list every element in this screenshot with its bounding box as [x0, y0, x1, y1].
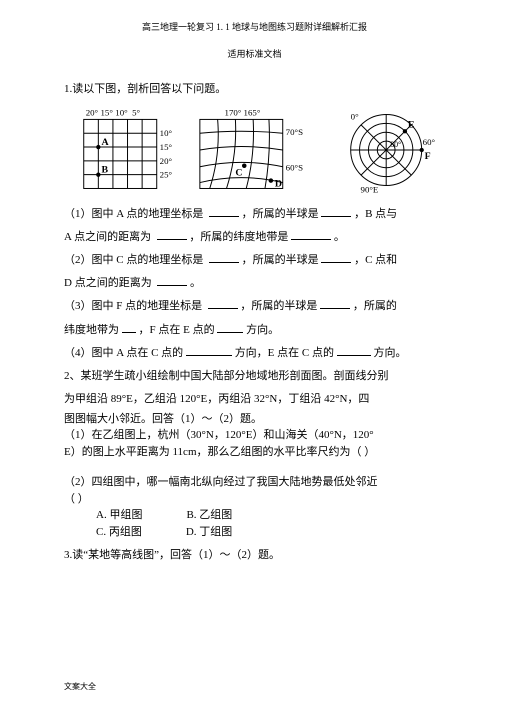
figure-1: 20° 15° 10° 5° 10°	[64, 105, 182, 195]
q2-stem-1: 2、某班学生疏小组绘制中国大陆部分地域地形剖面图。剖面线分别	[64, 365, 445, 388]
f2-70s: 70°S	[286, 127, 303, 137]
q1-4: （4）图中 A 点在 C 点的 方向，E 点在 C 点的 方向。	[64, 342, 445, 365]
footer: 文案大全	[64, 681, 96, 692]
doc-header: 高三地理一轮复习 1. 1 地球与地图练习题附详细解析汇报	[64, 20, 445, 33]
doc-subheader: 适用标准文档	[64, 47, 445, 60]
f1-r10: 10°	[160, 128, 173, 138]
f1-r25: 25°	[160, 170, 173, 180]
q1-3-line1: （3）图中 F 点的地理坐标是 ，所属的半球是 ，所属的	[64, 295, 445, 318]
opt-d: D. 丁组图	[186, 524, 232, 541]
q2-sub1b: E）的图上水平距离为 11cm，那么乙组图的水平比率尺约为（ ）	[64, 444, 445, 461]
opt-a: A. 甲组图	[96, 507, 142, 524]
f1-r15: 15°	[160, 142, 173, 152]
f3-80: 80°	[390, 140, 401, 149]
f3-e: E	[408, 119, 415, 130]
q1-3-line2: 纬度地带为 ，F 点在 E 点的 方向。	[64, 319, 445, 342]
f1-label-b: B	[101, 165, 108, 176]
q1-1-line2: A 点之间的距离为 ，所属的纬度地带是 。	[64, 226, 445, 249]
q2-stem-2: 为甲组沿 89°E，乙组沿 120°E，丙组沿 32°N，丁组沿 42°N，四	[64, 388, 445, 411]
figure-2: 170° 165° 70°S 60°S C D	[190, 105, 318, 195]
q2-sub2a: （2）四组图中，哪一幅南北纵向经过了我国大陆地势最低处邻近	[64, 474, 445, 491]
q2-options: A. 甲组图 B. 乙组图 C. 丙组图 D. 丁组图	[96, 507, 445, 540]
f1-tick-10: 10°	[115, 108, 128, 118]
q1-stem: 1.读以下图，剖析回答以下问题。	[64, 78, 445, 101]
q2-sub1a: （1）在乙组图上，杭州（30°N，120°E）和山海关（40°N，120°	[64, 427, 445, 444]
q1-2-line2: D 点之间的距离为 。	[64, 272, 445, 295]
f3-60: 60°	[422, 137, 435, 147]
opt-b: B. 乙组图	[186, 507, 232, 524]
f1-tick-15: 15°	[100, 108, 113, 118]
f3-f: F	[424, 151, 430, 162]
f2-c: C	[236, 168, 243, 179]
f1-tick-5: 5°	[132, 108, 140, 118]
opt-c: C. 丙组图	[96, 524, 142, 541]
f2-top: 170° 165°	[225, 108, 261, 118]
f2-d: D	[275, 179, 282, 190]
f3-0: 0°	[350, 112, 358, 122]
page: 高三地理一轮复习 1. 1 地球与地图练习题附详细解析汇报 适用标准文档 1.读…	[0, 0, 505, 714]
f2-60s: 60°S	[286, 163, 303, 173]
figure-3: 0° 60° 80° 90°E E F	[327, 105, 445, 195]
figure-row: 20° 15° 10° 5° 10°	[64, 105, 445, 195]
f1-r20: 20°	[160, 156, 173, 166]
body: 1.读以下图，剖析回答以下问题。 20° 15° 10° 5°	[64, 78, 445, 568]
q2-sub2b: （ ）	[64, 491, 445, 508]
f1-label-a: A	[101, 137, 109, 148]
q1-2-line1: （2）图中 C 点的地理坐标是 ，所属的半球是 ，C 点和	[64, 249, 445, 272]
q2-stem-3: 图图幅大小邻近。回答（1）～（2）题。	[64, 411, 445, 428]
q1-1-line1: （1）图中 A 点的地理坐标是 ，所属的半球是 ，B 点与	[64, 203, 445, 226]
f1-tick-20: 20°	[86, 108, 99, 118]
f3-90e: 90°E	[360, 185, 378, 195]
q3: 3.读“某地等高线图”，回答（1）～（2）题。	[64, 544, 445, 567]
